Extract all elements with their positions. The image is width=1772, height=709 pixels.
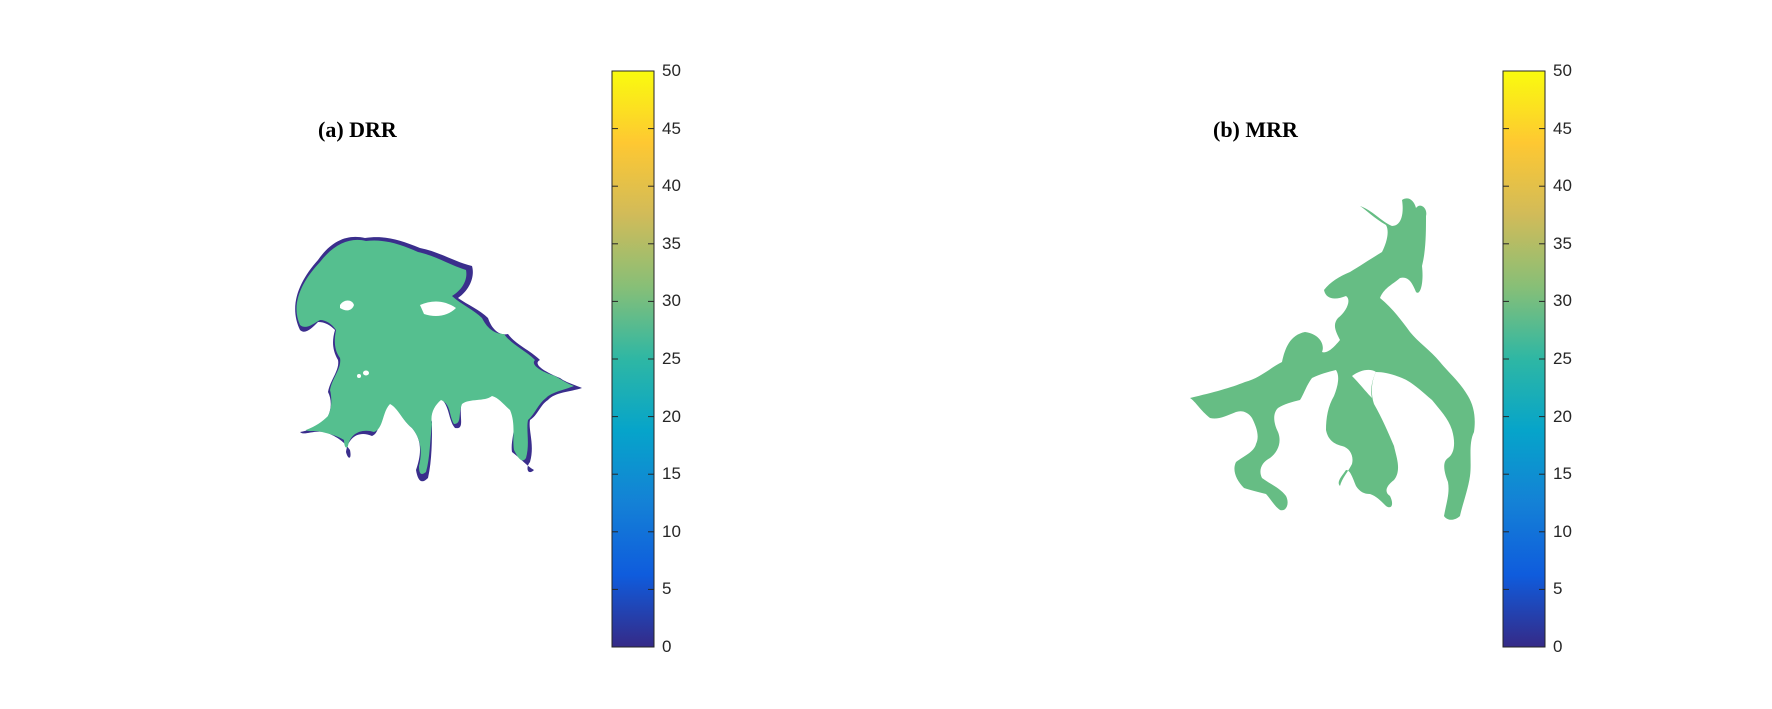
colorbar-b-bar: [1502, 70, 1546, 648]
colorbar-a-tick-label: 25: [662, 349, 681, 368]
panel-b-map: [1190, 198, 1475, 520]
colorbar-b-ticks: [1503, 70, 1545, 648]
colorbar-a-tick-label: 0: [662, 637, 672, 656]
colorbar-a-tick-label: 40: [662, 176, 681, 196]
panel-a-main-shape: [296, 239, 574, 474]
colorbar-a-tick-label: 20: [662, 406, 681, 426]
colorbar-b-tick-label: 45: [1553, 118, 1572, 138]
colorbar-b-tick-label: 5: [1553, 579, 1563, 599]
panel-a-hole: [340, 300, 354, 311]
colorbar-a-tick-label: 15: [662, 464, 681, 484]
colorbar-a-tick-label: 10: [662, 521, 681, 541]
panel-a-title: (a) DRR: [318, 117, 397, 142]
colorbar-a-tick-label: 50: [662, 61, 681, 80]
colorbar-a-tick-label: 45: [662, 118, 681, 138]
colorbar-b-tick-label: 40: [1553, 176, 1572, 196]
panel-a-hole: [357, 374, 361, 378]
colorbar-b-tick-label: 20: [1553, 406, 1572, 426]
colorbar-b-tick-label: 35: [1553, 233, 1572, 253]
colorbar-b-tick-label: 50: [1553, 61, 1572, 80]
colorbar-a-tick-label: 35: [662, 233, 681, 253]
colorbar-b-tick-label: 30: [1553, 291, 1572, 311]
panel-a-map: [295, 236, 582, 482]
panel-b-main-shape: [1190, 198, 1475, 520]
colorbar-b-tick-label: 10: [1553, 521, 1572, 541]
colorbar-b-tick-label: 15: [1553, 464, 1572, 484]
panel-a-hole: [363, 370, 369, 376]
panel-b-title: (b) MRR: [1213, 117, 1298, 142]
colorbar-a-ticks: [612, 70, 654, 648]
colorbar-b-tick-label: 25: [1553, 349, 1572, 368]
panel-b-channel-gap: [1352, 369, 1376, 398]
colorbar-a-bar: [611, 70, 655, 648]
colorbar-a: [611, 70, 655, 648]
panel-a-notch: [420, 301, 456, 316]
colorbar-b: [1502, 70, 1546, 648]
colorbar-a-tick-label: 5: [662, 579, 672, 599]
colorbar-a-tick-label: 30: [662, 291, 681, 311]
colorbar-b-tick-label: 0: [1553, 637, 1563, 656]
